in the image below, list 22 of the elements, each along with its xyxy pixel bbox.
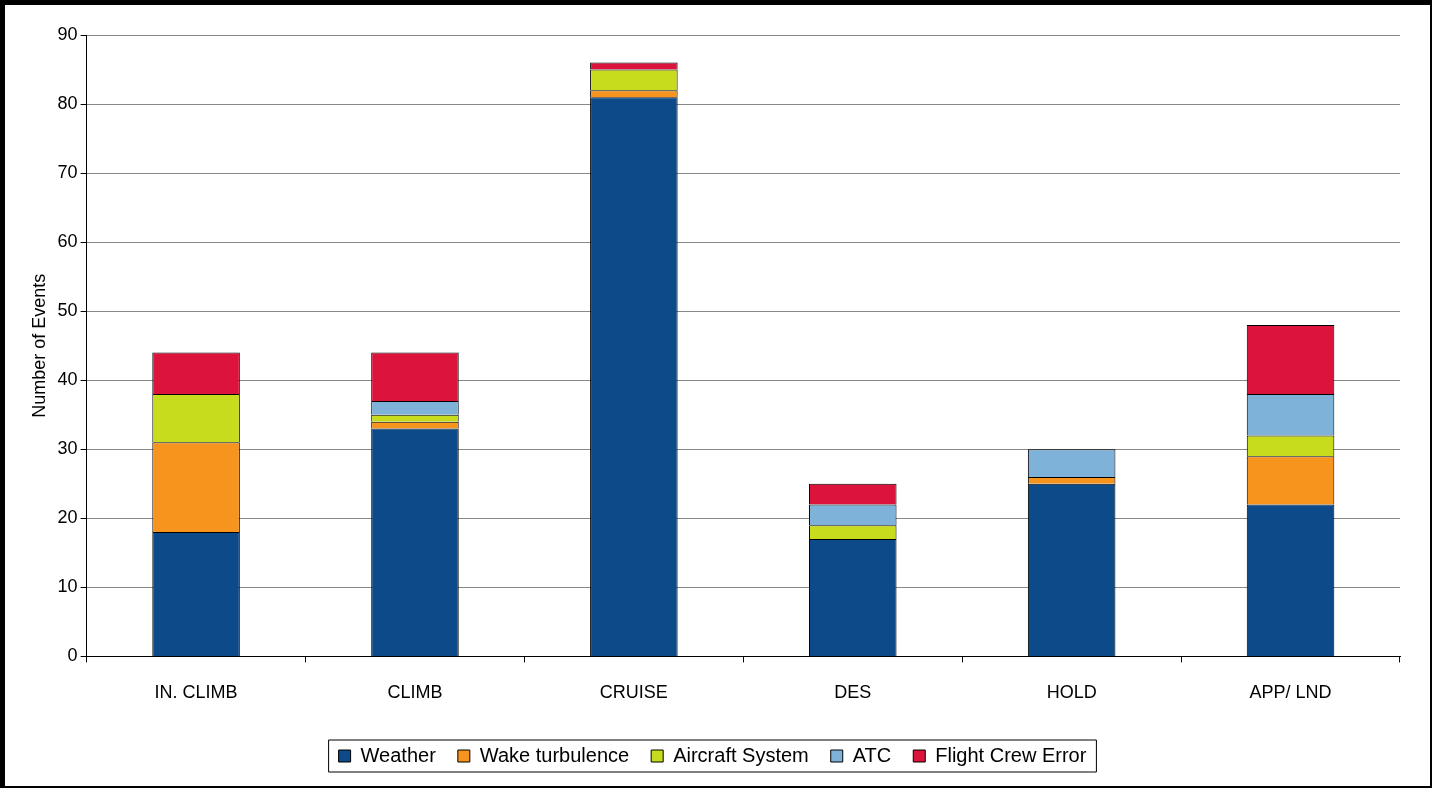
x-tick-label: IN. CLIMB [154, 682, 238, 703]
y-tick-label: 40 [57, 369, 78, 390]
y-tick-label: 80 [57, 93, 78, 114]
y-tick-label: 60 [57, 231, 78, 252]
y-tick-label: 90 [57, 23, 78, 44]
y-axis-title: Number of Events [28, 273, 49, 418]
y-tick-label: 0 [67, 645, 78, 666]
x-tick-label: CRUISE [599, 682, 668, 703]
y-tick-label: 30 [57, 438, 78, 459]
y-tick-label: 50 [57, 300, 78, 321]
x-tick-label: HOLD [1046, 682, 1097, 703]
y-tick-label: 10 [57, 576, 78, 597]
legend-label: Aircraft System [673, 743, 809, 766]
x-tick-label: APP/ LND [1249, 682, 1332, 703]
legend-label: Flight Crew Error [935, 743, 1087, 766]
x-tick-label: DES [834, 682, 872, 703]
legend-label: ATC [852, 743, 892, 766]
legend-label: Weather [360, 743, 437, 766]
legend-label: Wake turbulence [479, 743, 630, 766]
y-tick-label: 70 [57, 162, 78, 183]
x-tick-label: CLIMB [387, 682, 443, 703]
y-tick-label: 20 [57, 507, 78, 528]
